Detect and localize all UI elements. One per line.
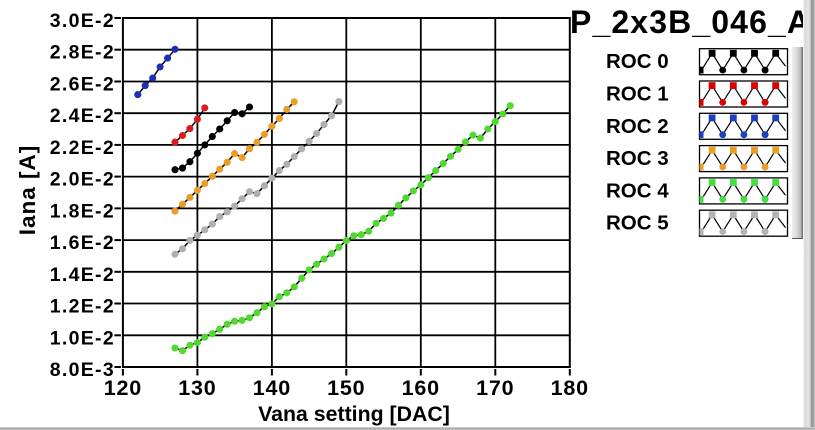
svg-text:ROC 1: ROC 1 (606, 83, 669, 106)
svg-text:2.8E-2: 2.8E-2 (50, 42, 115, 64)
svg-text:1.4E-2: 1.4E-2 (50, 264, 115, 286)
svg-text:2.4E-2: 2.4E-2 (50, 105, 115, 127)
svg-text:140: 140 (253, 376, 291, 400)
svg-text:Iana [A]: Iana [A] (15, 145, 40, 236)
svg-text:1.8E-2: 1.8E-2 (50, 200, 115, 222)
svg-text:P_2x3B_046_A: P_2x3B_046_A (570, 4, 810, 40)
svg-text:160: 160 (402, 376, 440, 400)
svg-text:ROC 5: ROC 5 (606, 212, 669, 235)
svg-text:ROC 0: ROC 0 (606, 50, 669, 73)
svg-text:170: 170 (476, 376, 514, 400)
svg-text:130: 130 (178, 376, 216, 400)
svg-text:3.0E-2: 3.0E-2 (50, 10, 115, 32)
svg-text:Vana setting [DAC]: Vana setting [DAC] (258, 402, 450, 426)
svg-text:1.2E-2: 1.2E-2 (50, 296, 115, 318)
svg-text:2.0E-2: 2.0E-2 (50, 169, 115, 191)
svg-text:8.0E-3: 8.0E-3 (50, 359, 115, 381)
svg-text:120: 120 (104, 376, 142, 400)
svg-text:ROC 3: ROC 3 (606, 147, 669, 170)
svg-text:ROC 2: ROC 2 (606, 115, 669, 138)
svg-text:150: 150 (327, 376, 365, 400)
svg-text:1.0E-2: 1.0E-2 (50, 327, 115, 349)
svg-text:ROC 4: ROC 4 (606, 179, 669, 202)
svg-text:1.6E-2: 1.6E-2 (50, 232, 115, 254)
svg-text:2.6E-2: 2.6E-2 (50, 74, 115, 96)
svg-text:2.2E-2: 2.2E-2 (50, 137, 115, 159)
svg-text:180: 180 (551, 376, 589, 400)
